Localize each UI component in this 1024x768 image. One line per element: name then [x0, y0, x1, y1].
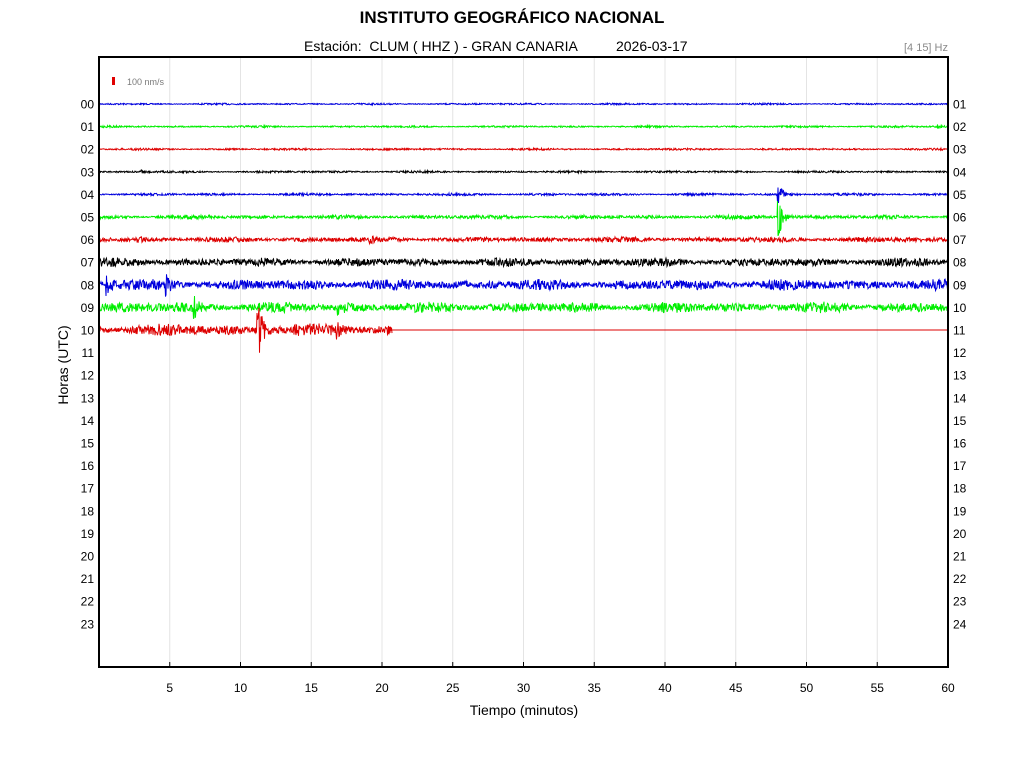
left-hour-label: 02	[81, 143, 95, 157]
right-hour-label: 05	[953, 188, 967, 202]
right-hour-label: 12	[953, 346, 967, 360]
station-subtitle: Estación: CLUM ( HHZ ) - GRAN CANARIA 20…	[304, 38, 688, 54]
trace-hour-04	[98, 187, 949, 204]
scale-bar-mark	[112, 77, 115, 85]
right-hour-label: 23	[953, 595, 967, 609]
left-hour-label: 13	[81, 391, 95, 405]
left-hour-label: 18	[81, 504, 95, 518]
right-hour-label: 02	[953, 120, 967, 134]
left-hour-label: 09	[81, 301, 95, 315]
right-hour-label: 24	[953, 617, 967, 631]
grid-lines	[169, 58, 878, 666]
left-hour-label: 03	[81, 165, 95, 179]
y-axis-label: Horas (UTC)	[55, 325, 71, 404]
right-hour-label: 18	[953, 482, 967, 496]
x-tick-label: 5	[166, 681, 173, 695]
scale-bar: 100 nm/s	[112, 77, 165, 87]
left-hour-label: 01	[81, 120, 95, 134]
right-hour-label: 20	[953, 527, 967, 541]
right-hour-labels: 01 02 03 04 05 06 07 08 09 10 11 12 13 14 15 16 17 18 19 20…	[953, 98, 967, 632]
x-tick-label: 30	[517, 681, 531, 695]
trace-hour-08	[98, 274, 949, 297]
x-tick-label: 15	[305, 681, 319, 695]
left-hour-label: 07	[81, 256, 95, 270]
trace-hour-05	[98, 201, 949, 237]
x-tick-label: 20	[375, 681, 389, 695]
right-hour-label: 01	[953, 98, 967, 112]
right-hour-label: 06	[953, 211, 967, 225]
filter-band: [4 15] Hz	[903, 42, 948, 54]
trace-hour-00	[98, 101, 949, 107]
trace-hour-10	[98, 307, 393, 353]
right-hour-label: 09	[953, 278, 967, 292]
trace-hour-09	[98, 296, 949, 319]
right-hour-label: 11	[953, 324, 966, 338]
scale-bar-label: 100 nm/s	[127, 77, 165, 87]
left-hour-label: 16	[81, 459, 95, 473]
right-hour-label: 07	[953, 233, 967, 247]
left-hour-label: 19	[81, 527, 95, 541]
seismic-traces	[98, 101, 949, 353]
left-hour-label: 15	[81, 437, 95, 451]
left-hour-label: 10	[81, 324, 95, 338]
right-hour-label: 19	[953, 504, 967, 518]
x-tick-label: 50	[800, 681, 814, 695]
x-tick-label: 35	[588, 681, 602, 695]
chart-title: INSTITUTO GEOGRÁFICO NACIONAL	[359, 8, 665, 27]
right-hour-label: 14	[953, 391, 967, 405]
right-hour-label: 08	[953, 256, 967, 270]
left-hour-label: 04	[81, 188, 95, 202]
left-hour-label: 08	[81, 278, 95, 292]
left-hour-labels: 00 01 02 03 04 05 06 07 08 09 10 11 12 13 14 15 16 17 18 19…	[81, 98, 95, 632]
trace-hour-02	[98, 146, 949, 152]
x-tick-label: 40	[658, 681, 672, 695]
trace-hour-03	[98, 168, 949, 175]
left-hour-label: 00	[81, 98, 95, 112]
left-hour-label: 05	[81, 211, 95, 225]
left-hour-label: 12	[81, 369, 95, 383]
x-tick-label: 25	[446, 681, 460, 695]
right-hour-label: 10	[953, 301, 967, 315]
right-hour-label: 04	[953, 165, 967, 179]
x-tick-label: 45	[729, 681, 743, 695]
x-axis-ticks: 5 10 15 20 25 30 35 40 45 50 55 60	[166, 662, 955, 695]
trace-hour-07	[98, 256, 949, 269]
record-date: 2026-03-17	[615, 38, 688, 54]
right-hour-label: 16	[953, 437, 967, 451]
left-hour-label: 20	[81, 550, 95, 564]
x-tick-label: 60	[941, 681, 955, 695]
station-name: CLUM ( HHZ ) - GRAN CANARIA	[369, 38, 578, 54]
trace-hour-01	[98, 123, 949, 130]
x-axis-label: Tiempo (minutos)	[470, 702, 578, 718]
left-hour-label: 14	[81, 414, 95, 428]
right-hour-label: 21	[953, 550, 967, 564]
x-tick-label: 55	[871, 681, 885, 695]
left-hour-label: 17	[81, 482, 95, 496]
right-hour-label: 15	[953, 414, 967, 428]
right-hour-label: 13	[953, 369, 967, 383]
left-hour-label: 21	[81, 572, 95, 586]
x-tick-label: 10	[234, 681, 248, 695]
right-hour-label: 17	[953, 459, 967, 473]
left-hour-label: 11	[82, 346, 95, 360]
left-hour-label: 23	[81, 617, 95, 631]
right-hour-label: 03	[953, 143, 967, 157]
station-label: Estación:	[304, 38, 362, 54]
left-hour-label: 06	[81, 233, 95, 247]
right-hour-label: 22	[953, 572, 967, 586]
trace-hour-06	[98, 235, 949, 246]
left-hour-label: 22	[81, 595, 95, 609]
